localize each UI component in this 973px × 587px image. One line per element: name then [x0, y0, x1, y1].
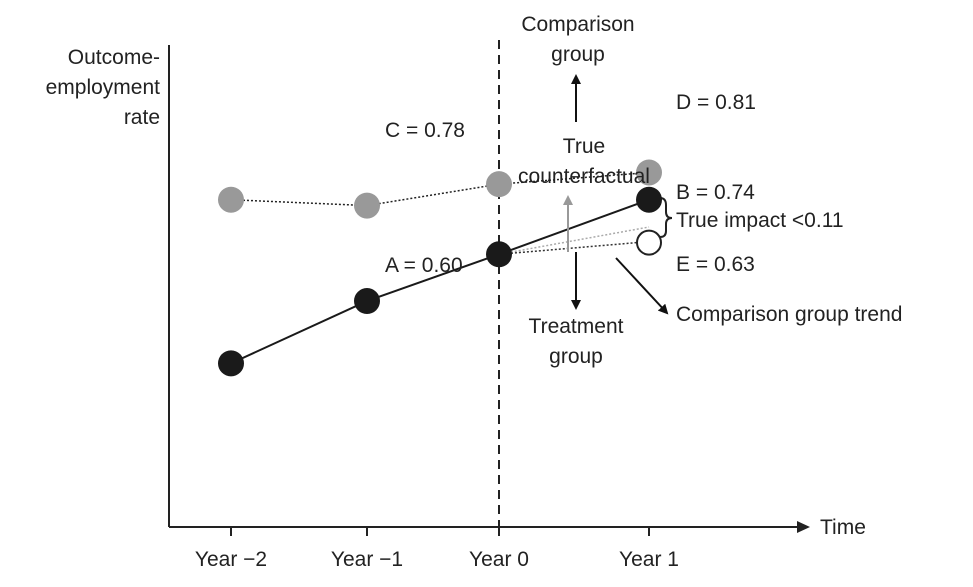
- comparison-point: [354, 192, 380, 219]
- true-impact-label: True impact <0.11: [676, 209, 844, 232]
- y-axis-label-line-3: rate: [124, 106, 160, 129]
- y-axis-label-line-2: employment: [46, 76, 161, 99]
- treatment-series-line: [230, 198, 650, 365]
- x-axis-label: Time: [820, 516, 866, 539]
- x-tick-label: Year −1: [331, 548, 403, 571]
- true-counterfactual-label-line-1: True: [563, 135, 605, 158]
- y-axis-label-line-1: Outcome-: [68, 46, 160, 69]
- comparison-point: [636, 159, 662, 186]
- point-label-c: C = 0.78: [385, 119, 465, 142]
- treatment-point: [218, 350, 244, 377]
- true-impact-brace: [659, 197, 673, 238]
- x-ticks: Year −2 Year −1 Year 0 Year 1: [195, 527, 679, 571]
- comparison-group-label-line-1: Comparison: [521, 13, 634, 36]
- comparison-group-trend-label: Comparison group trend: [676, 303, 902, 326]
- comparison-point: [218, 186, 244, 213]
- treatment-group-label-line-2: group: [549, 345, 603, 368]
- data-points: [218, 159, 662, 377]
- treatment-point: [636, 186, 662, 213]
- treatment-point: [486, 241, 512, 268]
- comparison-series-line: [230, 171, 650, 207]
- true-counterfactual-trend-line: [498, 226, 650, 256]
- treatment-point: [354, 288, 380, 315]
- point-label-b: B = 0.74: [676, 181, 755, 204]
- comparison-point: [486, 171, 512, 198]
- x-axis-arrowhead: [797, 521, 810, 533]
- point-label-a: A = 0.60: [385, 254, 463, 277]
- comparison-group-trend-arrow: [615, 257, 669, 315]
- point-label-e: E = 0.63: [676, 253, 755, 276]
- x-tick-label: Year 1: [619, 548, 679, 571]
- counterfactual-point-e: [636, 229, 662, 256]
- point-label-d: D = 0.81: [676, 91, 756, 114]
- x-tick-label: Year −2: [195, 548, 267, 571]
- x-tick-label: Year 0: [469, 548, 529, 571]
- comparison-group-label-line-2: group: [551, 43, 605, 66]
- treatment-group-label-line-1: Treatment: [529, 315, 624, 338]
- true-counterfactual-label-line-2: counterfactual: [518, 165, 650, 188]
